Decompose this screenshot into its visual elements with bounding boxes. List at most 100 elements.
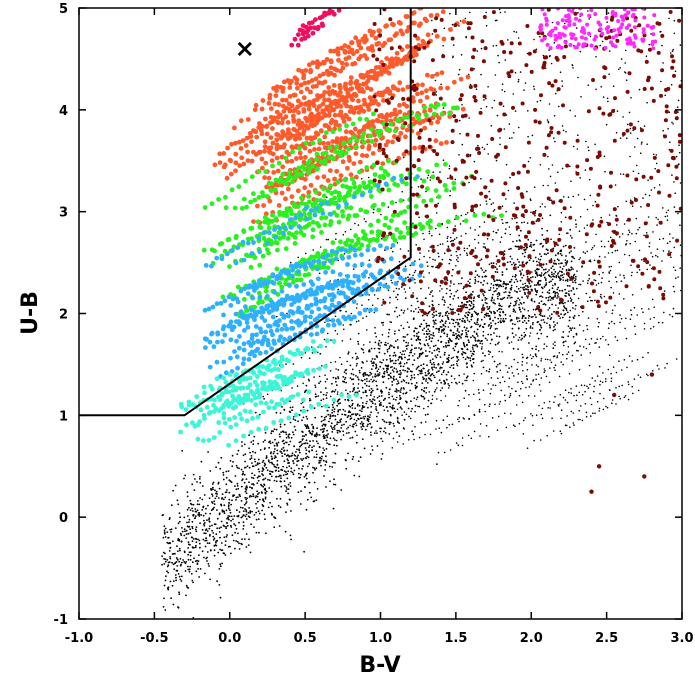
data-point [297, 420, 299, 423]
data-point [668, 111, 671, 113]
data-point [489, 198, 491, 200]
data-point [494, 290, 497, 292]
data-point [222, 471, 225, 474]
data-point [540, 326, 543, 329]
data-point [397, 380, 399, 382]
data-point [416, 297, 418, 300]
data-point [183, 477, 185, 480]
data-point [480, 47, 483, 50]
data-point [375, 364, 378, 367]
data-point [474, 282, 476, 285]
data-point [288, 461, 290, 464]
data-point [666, 215, 669, 217]
data-point [595, 233, 597, 236]
data-point [439, 285, 442, 287]
data-point [301, 431, 304, 433]
data-point [549, 325, 551, 327]
data-point [305, 434, 307, 436]
data-point [493, 280, 496, 283]
data-point [247, 511, 250, 514]
data-point [480, 311, 483, 314]
data-point [527, 238, 530, 241]
data-point [220, 542, 223, 544]
data-point [482, 366, 485, 369]
data-point [590, 403, 593, 406]
data-point [329, 414, 332, 416]
data-point [591, 377, 594, 379]
data-point [590, 415, 592, 417]
data-point [334, 452, 337, 455]
data-point [608, 214, 611, 216]
data-point [402, 312, 405, 314]
data-point [256, 462, 259, 465]
data-point [388, 388, 391, 391]
data-point [438, 141, 444, 147]
data-point [395, 201, 397, 204]
data-point [242, 524, 245, 527]
data-point [371, 400, 373, 403]
data-point [257, 510, 260, 513]
data-point [459, 20, 462, 22]
data-point [543, 315, 546, 317]
data-point [312, 466, 314, 469]
data-point [269, 158, 275, 164]
data-point [446, 240, 449, 243]
data-point [535, 272, 537, 275]
data-point [485, 97, 487, 100]
data-point [331, 411, 333, 414]
data-point [478, 294, 480, 297]
data-point [300, 444, 302, 447]
data-point [629, 318, 632, 321]
data-point [293, 425, 296, 428]
data-point [542, 245, 544, 247]
data-point [537, 268, 540, 271]
data-point [163, 531, 166, 534]
data-point [218, 513, 221, 516]
data-point [458, 331, 460, 333]
data-point [336, 423, 338, 426]
data-point [458, 68, 461, 71]
data-point [370, 151, 376, 156]
data-point [577, 76, 579, 79]
data-point [590, 338, 593, 340]
data-point [432, 319, 435, 322]
data-point [361, 379, 364, 382]
data-point [273, 526, 276, 528]
data-point [431, 358, 434, 360]
data-point [540, 332, 543, 335]
data-point [531, 364, 533, 366]
data-point [185, 537, 188, 539]
data-point [357, 417, 359, 420]
data-point [517, 287, 520, 290]
data-point [270, 140, 276, 146]
data-point [249, 551, 252, 554]
data-point [370, 378, 372, 381]
data-point [599, 295, 602, 298]
data-point [299, 473, 302, 476]
data-point [187, 553, 190, 556]
data-point [262, 504, 264, 507]
data-point [231, 499, 233, 502]
data-point [425, 355, 427, 357]
data-point [599, 392, 601, 395]
data-point [199, 522, 202, 525]
data-point [194, 537, 197, 540]
data-point [234, 531, 237, 534]
data-point [422, 232, 424, 235]
data-point [447, 2, 452, 7]
data-point [174, 484, 177, 487]
data-point [421, 314, 424, 317]
data-point [490, 203, 493, 205]
data-point [573, 315, 576, 317]
data-point [179, 557, 182, 560]
data-point [538, 302, 541, 304]
data-point [238, 467, 240, 470]
data-point [400, 380, 403, 383]
data-point [458, 381, 461, 384]
data-point [480, 348, 483, 350]
data-point [483, 221, 486, 223]
data-point [534, 209, 537, 212]
data-point [329, 415, 332, 418]
data-point [419, 252, 421, 254]
data-point [508, 123, 511, 125]
